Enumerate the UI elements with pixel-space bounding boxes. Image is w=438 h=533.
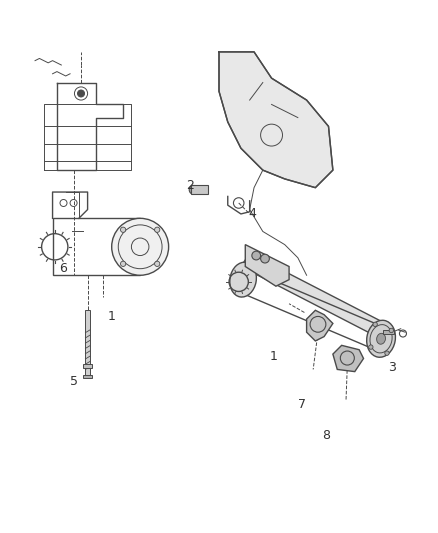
Bar xyxy=(383,330,394,334)
Circle shape xyxy=(155,227,160,232)
Circle shape xyxy=(74,87,88,100)
Text: 7: 7 xyxy=(298,398,306,411)
Bar xyxy=(85,310,90,376)
Text: 1: 1 xyxy=(108,310,116,324)
Circle shape xyxy=(385,351,389,356)
Circle shape xyxy=(189,185,198,194)
Polygon shape xyxy=(333,345,364,372)
Ellipse shape xyxy=(230,262,256,297)
Circle shape xyxy=(155,261,160,266)
Circle shape xyxy=(120,261,126,266)
Text: 5: 5 xyxy=(70,375,78,387)
Bar xyxy=(83,364,92,368)
Polygon shape xyxy=(245,245,289,286)
Bar xyxy=(191,185,208,194)
Bar xyxy=(83,375,92,378)
Ellipse shape xyxy=(377,333,385,344)
Polygon shape xyxy=(307,310,333,341)
Ellipse shape xyxy=(367,320,396,357)
Circle shape xyxy=(78,90,85,97)
Circle shape xyxy=(120,227,126,232)
Circle shape xyxy=(252,251,261,260)
Circle shape xyxy=(369,345,373,349)
Text: 8: 8 xyxy=(322,429,330,442)
Text: 2: 2 xyxy=(186,179,194,192)
Text: 4: 4 xyxy=(248,207,256,220)
Circle shape xyxy=(261,254,269,263)
Text: 3: 3 xyxy=(388,361,396,374)
Polygon shape xyxy=(241,253,385,336)
Text: 1: 1 xyxy=(270,350,278,363)
Bar xyxy=(53,219,140,275)
Text: 6: 6 xyxy=(60,262,67,275)
Circle shape xyxy=(112,219,169,275)
Circle shape xyxy=(373,322,377,327)
Circle shape xyxy=(389,328,393,333)
Polygon shape xyxy=(219,52,333,188)
